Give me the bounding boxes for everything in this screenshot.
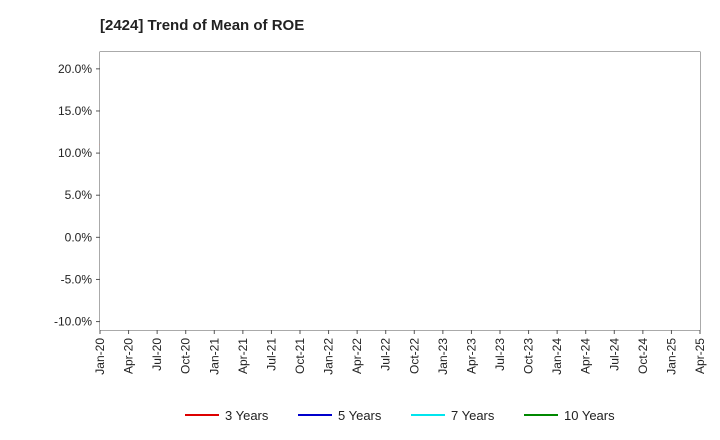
legend-label: 3 Years: [225, 408, 269, 423]
x-tick-label: Apr-23: [464, 338, 478, 374]
legend-label: 5 Years: [338, 408, 382, 423]
plot-background: [100, 52, 700, 330]
x-tick-label: Apr-25: [693, 338, 707, 374]
x-tick-label: Jul-20: [150, 338, 164, 371]
x-tick-label: Oct-22: [407, 338, 421, 374]
x-tick-label: Apr-20: [122, 338, 136, 374]
chart-title: [2424] Trend of Mean of ROE: [100, 17, 304, 34]
axes: -10.0% -5.0% 0.0% 5.0% 10.0% 15.0% 20.0% Jan-20…: [54, 51, 707, 375]
y-tick-label: 10.0%: [58, 146, 92, 160]
y-tick-label: 20.0%: [58, 62, 92, 76]
x-tick-label: Oct-20: [179, 338, 193, 374]
x-tick-label: Oct-21: [293, 338, 307, 374]
y-tick-label: 0.0%: [65, 230, 93, 244]
legend-label: 7 Years: [451, 408, 495, 423]
x-tick-label: Apr-22: [350, 338, 364, 374]
x-tick-label: Apr-21: [236, 338, 250, 374]
y-tick-label: 5.0%: [65, 188, 93, 202]
x-tick-label: Jul-22: [379, 338, 393, 371]
x-tick-label: Oct-23: [522, 338, 536, 374]
x-tick-label: Jan-24: [550, 338, 564, 375]
x-tick-label: Oct-24: [636, 338, 650, 374]
y-tick-label: -5.0%: [61, 272, 93, 286]
x-tick-label: Jan-25: [664, 338, 678, 375]
y-tick-label: 15.0%: [58, 104, 92, 118]
x-tick-label: Jan-20: [93, 338, 107, 375]
x-tick-label: Jul-21: [264, 338, 278, 371]
legend-label: 10 Years: [564, 408, 615, 423]
x-tick-label: Jul-23: [493, 338, 507, 371]
x-tick-label: Jan-21: [207, 338, 221, 375]
x-tick-label: Jan-23: [436, 338, 450, 375]
x-tick-label: Apr-24: [579, 338, 593, 374]
x-tick-label: Jul-24: [607, 338, 621, 371]
legend: 3 Years 5 Years 7 Years 10 Years: [185, 408, 615, 423]
x-tick-label: Jan-22: [322, 338, 336, 375]
y-tick-label: -10.0%: [54, 315, 92, 329]
